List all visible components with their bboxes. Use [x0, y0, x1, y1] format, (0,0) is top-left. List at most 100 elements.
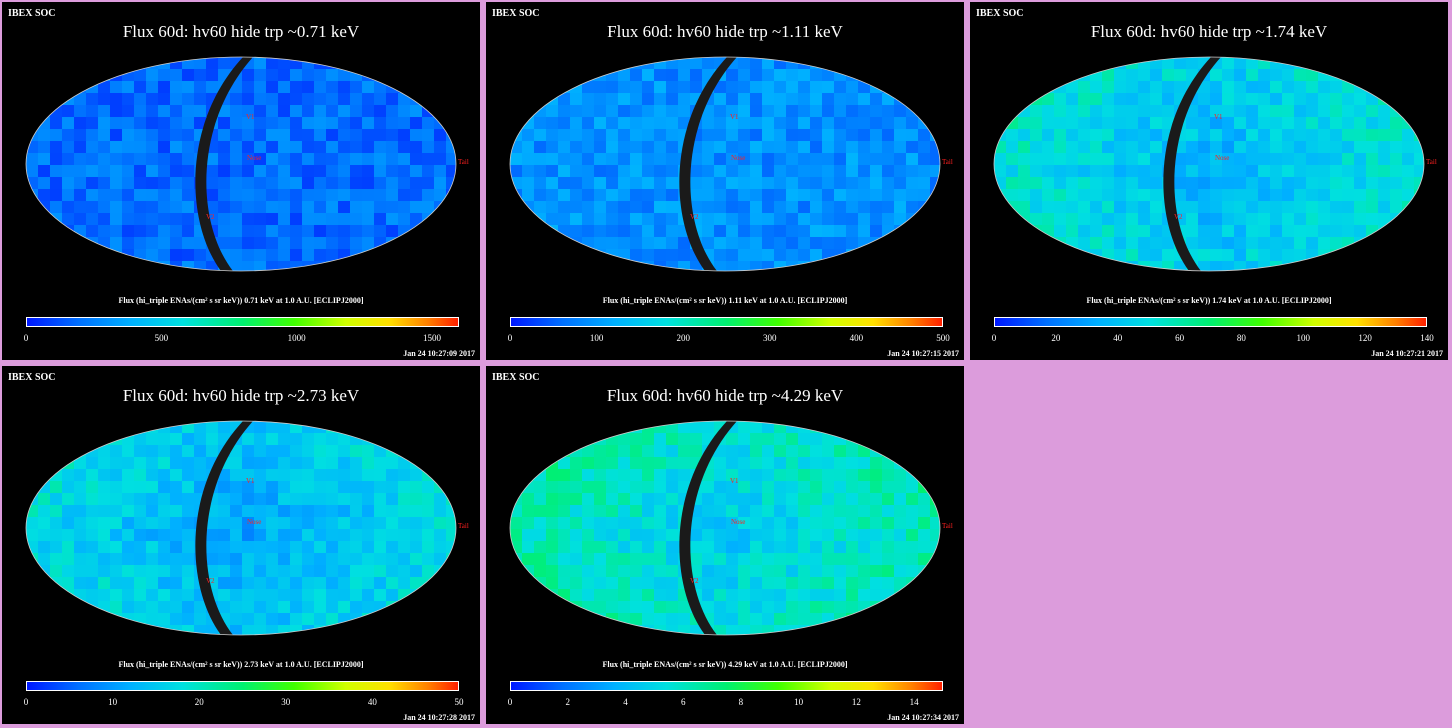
map-pixel	[1066, 81, 1079, 94]
map-pixel	[798, 93, 811, 106]
colorbar	[26, 681, 459, 691]
map-pixel	[618, 625, 631, 635]
map-pixel	[1114, 153, 1127, 166]
map-pixel	[1162, 261, 1175, 271]
map-pixel	[678, 469, 691, 482]
map-pixel	[38, 601, 51, 614]
map-pixel	[278, 481, 291, 494]
map-pixel	[62, 165, 75, 178]
map-pixel	[446, 517, 456, 530]
map-pixel	[690, 177, 703, 190]
map-pixel	[1006, 117, 1019, 130]
map-pixel	[230, 93, 243, 106]
map-pixel	[510, 589, 523, 602]
map-pixel	[266, 469, 279, 482]
map-pixel	[326, 189, 339, 202]
map-pixel	[594, 577, 607, 590]
map-pixel	[422, 481, 435, 494]
map-pixel	[278, 249, 291, 262]
map-pixel	[1342, 261, 1355, 271]
map-pixel	[786, 117, 799, 130]
map-pixel	[642, 481, 655, 494]
map-pixel	[1366, 213, 1379, 226]
colorbar-caption: Flux (hi_triple ENAs/(cm² s sr keV)) 0.7…	[118, 296, 364, 305]
map-pixel	[386, 117, 399, 130]
map-pixel	[1402, 153, 1415, 166]
map-pixel	[534, 261, 547, 271]
map-pixel	[1174, 189, 1187, 202]
map-pixel	[422, 421, 435, 434]
map-pixel	[362, 565, 375, 578]
map-pixel	[314, 469, 327, 482]
map-pixel	[870, 433, 883, 446]
map-pixel	[570, 565, 583, 578]
map-pixel	[558, 105, 571, 118]
map-pixel	[398, 261, 411, 271]
map-pixel	[666, 589, 679, 602]
map-pixel	[858, 213, 871, 226]
map-pixel	[558, 613, 571, 626]
map-pixel	[1342, 213, 1355, 226]
map-pixel	[410, 189, 423, 202]
map-pixel	[398, 57, 411, 70]
map-pixel	[1138, 225, 1151, 238]
map-pixel	[858, 529, 871, 542]
map-pixel	[38, 469, 51, 482]
map-pixel	[398, 237, 411, 250]
map-pixel	[302, 613, 315, 626]
map-pixel	[398, 153, 411, 166]
map-pixel	[146, 553, 159, 566]
map-pixel	[122, 469, 135, 482]
map-pixel	[38, 577, 51, 590]
map-pixel	[918, 625, 931, 635]
colorbar-tick-label: 0	[507, 333, 513, 343]
map-pixel	[350, 189, 363, 202]
map-pixel	[606, 505, 619, 518]
map-pixel	[534, 141, 547, 154]
map-pixel	[1318, 225, 1331, 238]
map-pixel	[410, 613, 423, 626]
map-pixel	[350, 469, 363, 482]
map-pixel	[738, 117, 751, 130]
map-pixel	[38, 153, 51, 166]
map-pixel	[930, 165, 940, 178]
map-pixel	[666, 105, 679, 118]
map-pixel	[326, 625, 339, 635]
map-pixel	[86, 421, 99, 434]
map-pixel	[374, 589, 387, 602]
map-pixel	[38, 457, 51, 470]
map-pixel	[774, 601, 787, 614]
map-pixel	[350, 445, 363, 458]
map-pixel	[570, 57, 583, 70]
map-pixel	[994, 117, 1007, 130]
map-pixel	[642, 517, 655, 530]
map-pixel	[110, 93, 123, 106]
map-pixel	[314, 57, 327, 70]
map-pixel	[62, 421, 75, 434]
map-pixel	[678, 93, 691, 106]
map-pixel	[666, 445, 679, 458]
map-pixel	[690, 189, 703, 202]
map-pixel	[134, 589, 147, 602]
map-pixel	[50, 517, 63, 530]
map-pixel	[266, 541, 279, 554]
map-pixel	[738, 129, 751, 142]
map-pixel	[834, 457, 847, 470]
colorbar-tick-label: 30	[281, 697, 291, 707]
map-pixel	[534, 517, 547, 530]
map-pixel	[546, 249, 559, 262]
map-pixel	[1174, 201, 1187, 214]
map-pixel	[410, 249, 423, 262]
map-pixel	[158, 201, 171, 214]
map-pixel	[678, 433, 691, 446]
map-pixel	[762, 213, 775, 226]
map-pixel	[786, 469, 799, 482]
map-pixel	[582, 129, 595, 142]
map-pixel	[726, 81, 739, 94]
map-pixel	[1078, 129, 1091, 142]
map-pixel	[266, 141, 279, 154]
map-pixel	[254, 601, 267, 614]
map-pixel	[278, 469, 291, 482]
map-pixel	[726, 129, 739, 142]
map-pixel	[302, 237, 315, 250]
